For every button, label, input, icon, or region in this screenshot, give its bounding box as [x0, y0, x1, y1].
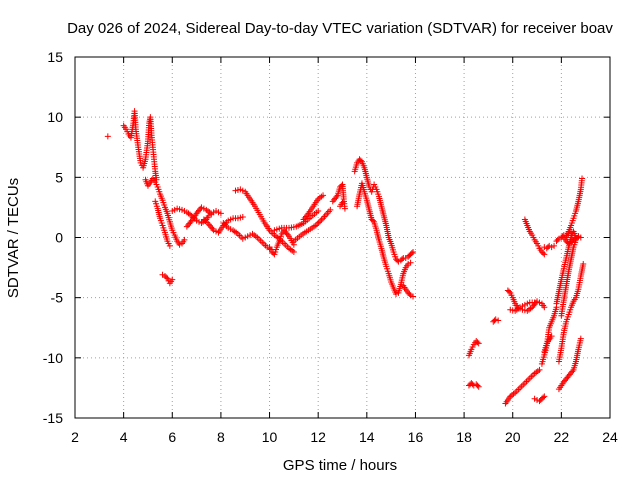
data-point: [290, 248, 297, 255]
data-point: [357, 157, 364, 164]
data-point: [399, 256, 406, 263]
data-point: [495, 317, 502, 324]
grid: [75, 57, 610, 418]
data-point: [339, 199, 346, 206]
data-point: [580, 260, 587, 267]
x-tick-label: 8: [217, 429, 225, 445]
y-tick-label: 15: [47, 49, 63, 65]
data-point: [315, 219, 322, 226]
y-tick-label: -10: [43, 350, 63, 366]
data-point: [163, 274, 170, 281]
data-point: [540, 394, 547, 401]
y-axis-label: SDTVAR / TECUs: [5, 178, 22, 298]
data-point: [314, 221, 321, 228]
data-point: [315, 208, 322, 215]
data-point: [166, 242, 173, 249]
x-tick-label: 18: [456, 429, 472, 445]
data-point: [181, 236, 188, 243]
data-point: [312, 222, 319, 229]
data-point: [474, 339, 481, 346]
data-point: [475, 340, 482, 347]
chart-title: Day 026 of 2024, Sidereal Day-to-day VTE…: [67, 20, 613, 37]
x-tick-labels: 2 4 6 8 10 12 14 16 18 20 22 24: [71, 429, 618, 445]
data-point: [169, 276, 176, 283]
data-point: [410, 248, 417, 255]
x-tick-label: 22: [554, 429, 570, 445]
data-point: [410, 293, 417, 300]
y-tick-label: -15: [43, 410, 63, 426]
data-point: [104, 133, 111, 140]
data-point: [506, 288, 513, 295]
x-tick-label: 6: [168, 429, 176, 445]
x-tick-label: 2: [71, 429, 79, 445]
data-point: [554, 236, 561, 243]
y-tick-label: 5: [55, 169, 63, 185]
data-point: [369, 217, 376, 224]
data-point: [551, 242, 558, 249]
x-axis-label: GPS time / hours: [283, 457, 397, 474]
x-tick-label: 20: [505, 429, 521, 445]
data-point: [548, 333, 555, 340]
data-point: [320, 192, 327, 199]
x-tick-label: 4: [120, 429, 128, 445]
data-point: [577, 335, 584, 342]
data-point: [318, 216, 325, 223]
data-series: [104, 108, 587, 407]
data-point: [541, 393, 548, 400]
y-tick-labels: -15 -10 -5 0 5 10 15: [43, 49, 63, 426]
data-point: [540, 250, 547, 257]
x-tick-label: 16: [408, 429, 424, 445]
x-tick-label: 10: [262, 429, 278, 445]
axis-ticks: [74, 56, 611, 419]
data-point: [217, 210, 224, 217]
x-tick-label: 24: [602, 429, 618, 445]
data-point: [579, 175, 586, 182]
data-point: [575, 233, 582, 240]
data-point: [541, 251, 548, 258]
y-tick-label: 10: [47, 109, 63, 125]
y-tick-label: 0: [55, 230, 63, 246]
data-point: [327, 206, 334, 213]
data-point: [475, 383, 482, 390]
x-tick-label: 14: [359, 429, 375, 445]
data-point: [341, 205, 348, 212]
data-point: [531, 299, 538, 306]
y-tick-label: -5: [51, 290, 64, 306]
data-point: [541, 304, 548, 311]
data-point: [317, 218, 324, 225]
data-point: [239, 214, 246, 221]
x-tick-label: 12: [310, 429, 326, 445]
data-point: [559, 233, 566, 240]
data-point: [474, 382, 481, 389]
data-point: [406, 291, 413, 298]
data-point: [536, 366, 543, 373]
data-point: [408, 250, 415, 257]
data-point: [407, 259, 414, 266]
